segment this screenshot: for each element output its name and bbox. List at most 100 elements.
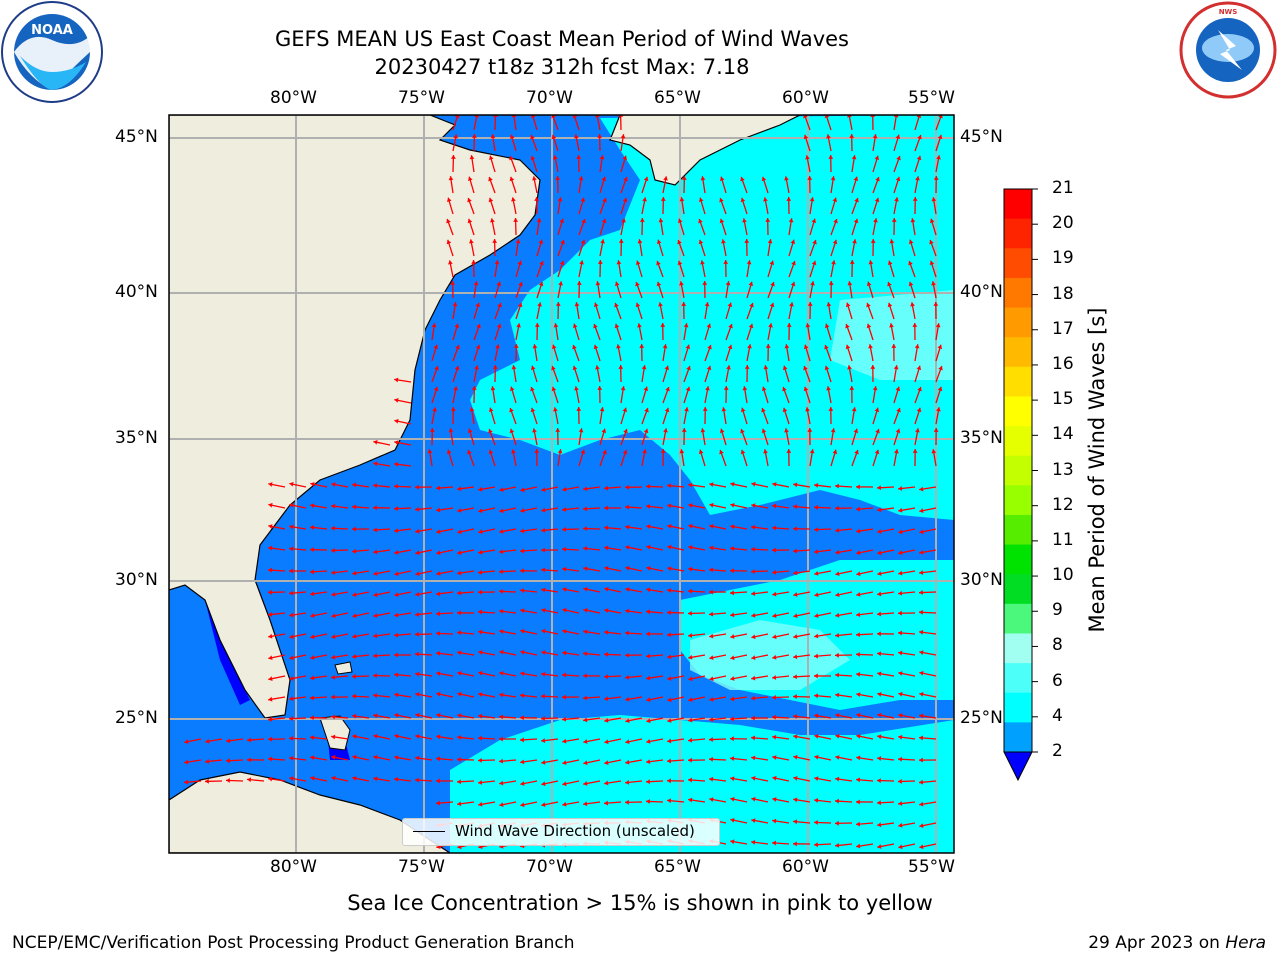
colorbar-tick-label: 18 <box>1052 283 1074 304</box>
wave-direction-arrowhead <box>877 691 882 697</box>
wave-direction-arrowhead <box>436 611 440 617</box>
wave-direction-arrowhead <box>562 694 566 700</box>
wave-direction-arrowhead <box>793 754 798 760</box>
wave-direction-arrowhead <box>511 449 516 454</box>
wave-direction-arrowhead <box>751 735 756 741</box>
wave-direction-arrowhead <box>352 570 357 576</box>
wave-direction-arrowhead <box>520 671 525 677</box>
wave-direction-arrowhead <box>730 634 735 639</box>
wave-direction-arrowhead <box>581 219 586 224</box>
wave-direction-arrowhead <box>511 365 517 370</box>
wave-direction-arrowhead <box>772 840 777 846</box>
wave-direction-arrowhead <box>478 713 483 719</box>
wave-direction-arrowhead <box>576 155 582 159</box>
wave-direction-arrowhead <box>597 260 603 264</box>
colorbar-segment <box>1004 337 1032 368</box>
wave-direction-arrowhead <box>541 567 546 573</box>
wave-direction-arrowhead <box>847 281 853 286</box>
wave-direction-arrowhead <box>616 344 621 349</box>
wave-direction-arrowhead <box>509 408 514 413</box>
lat-tick-left: 40°N <box>115 282 158 302</box>
wave-direction-arrowhead <box>331 570 336 575</box>
wave-direction-arrowhead <box>520 588 525 594</box>
wave-direction-arrowhead <box>268 524 273 529</box>
wave-direction-arrowhead <box>457 670 462 676</box>
wave-direction-arrowhead <box>331 734 336 740</box>
map-title: GEFS MEAN US East Coast Mean Period of W… <box>275 27 849 51</box>
wave-direction-arrowhead <box>917 387 922 392</box>
wave-direction-arrowhead <box>688 777 693 783</box>
wave-direction-arrowhead <box>856 550 861 555</box>
wave-direction-arrowhead <box>499 487 504 492</box>
wave-direction-arrowhead <box>583 546 588 551</box>
colorbar-segment <box>1004 455 1032 486</box>
wave-direction-arrowhead <box>719 198 724 203</box>
wave-direction-arrowhead <box>520 548 524 554</box>
wave-direction-arrowhead <box>814 693 819 699</box>
wave-direction-arrowhead <box>709 589 713 595</box>
wave-direction-arrowhead <box>824 365 830 371</box>
wave-direction-arrowhead <box>793 482 798 488</box>
wave-direction-arrowhead <box>832 197 838 203</box>
colorbar-tick-label: 13 <box>1052 459 1074 480</box>
wave-direction-arrowhead <box>667 654 672 660</box>
wave-direction-arrowhead <box>919 609 923 615</box>
wave-direction-arrowhead <box>709 776 714 782</box>
wave-direction-arrowhead <box>562 607 567 613</box>
wave-direction-arrowhead <box>898 590 903 596</box>
wave-direction-arrowhead <box>803 386 809 392</box>
wave-direction-arrowhead <box>772 734 777 740</box>
wave-direction-arrowhead <box>478 589 482 595</box>
wave-direction-arrowhead <box>786 449 792 453</box>
wave-direction-arrowhead <box>530 135 535 140</box>
wave-direction-arrowhead <box>664 365 670 371</box>
wave-direction-arrowhead <box>310 634 315 640</box>
wave-direction-arrowhead <box>520 693 525 698</box>
wave-direction-arrowhead <box>831 260 836 265</box>
wave-direction-arrowhead <box>803 344 809 350</box>
wave-direction-arrowhead <box>583 739 588 744</box>
wave-direction-arrowhead <box>604 739 609 745</box>
colorbar-segment <box>1004 277 1032 309</box>
wave-direction-arrowhead <box>814 633 819 639</box>
wave-direction-arrowhead <box>541 802 546 807</box>
wave-direction-arrowhead <box>709 676 714 682</box>
wave-direction-arrowhead <box>866 303 871 308</box>
wave-direction-arrowhead <box>625 718 630 724</box>
wave-direction-arrowhead <box>488 197 494 203</box>
wave-direction-arrowhead <box>688 633 693 638</box>
wave-direction-arrowhead <box>919 486 924 492</box>
wave-direction-arrowhead <box>723 386 729 390</box>
wave-direction-arrowhead <box>622 407 628 413</box>
wave-direction-arrowhead <box>247 737 252 743</box>
wave-direction-arrowhead <box>698 239 704 245</box>
wave-direction-arrowhead <box>919 670 924 676</box>
wave-direction-arrowhead <box>541 628 546 634</box>
wave-direction-arrowhead <box>509 156 514 161</box>
wave-direction-arrowhead <box>877 712 882 718</box>
wave-direction-arrowhead <box>790 239 796 245</box>
wave-direction-arrowhead <box>749 303 754 308</box>
sea-ice-note: Sea Ice Concentration > 15% is shown in … <box>347 891 933 915</box>
wave-direction-arrowhead <box>583 629 588 635</box>
colorbar-segment <box>1004 722 1032 753</box>
wave-direction-arrowhead <box>803 134 809 140</box>
wave-direction-arrowhead <box>919 692 924 697</box>
wave-direction-arrowhead <box>898 713 903 718</box>
colorbar-segment <box>1004 514 1032 546</box>
wave-direction-arrowhead <box>310 503 315 509</box>
wave-direction-arrowhead <box>877 631 881 637</box>
wave-direction-arrowhead <box>667 758 672 764</box>
wave-direction-arrowhead <box>310 655 315 660</box>
wave-direction-arrowhead <box>854 450 859 455</box>
wave-direction-arrowhead <box>601 218 607 224</box>
wave-direction-arrowhead <box>513 218 519 222</box>
wave-direction-arrowhead <box>814 483 819 488</box>
wave-direction-arrowhead <box>555 428 561 432</box>
wave-direction-arrowhead <box>709 737 713 742</box>
wave-direction-arrowhead <box>833 219 838 224</box>
wave-direction-arrowhead <box>898 630 903 636</box>
colorbar-tick-label: 10 <box>1052 565 1074 586</box>
wave-direction-arrowhead <box>494 260 500 265</box>
wave-direction-arrowhead <box>751 591 756 596</box>
